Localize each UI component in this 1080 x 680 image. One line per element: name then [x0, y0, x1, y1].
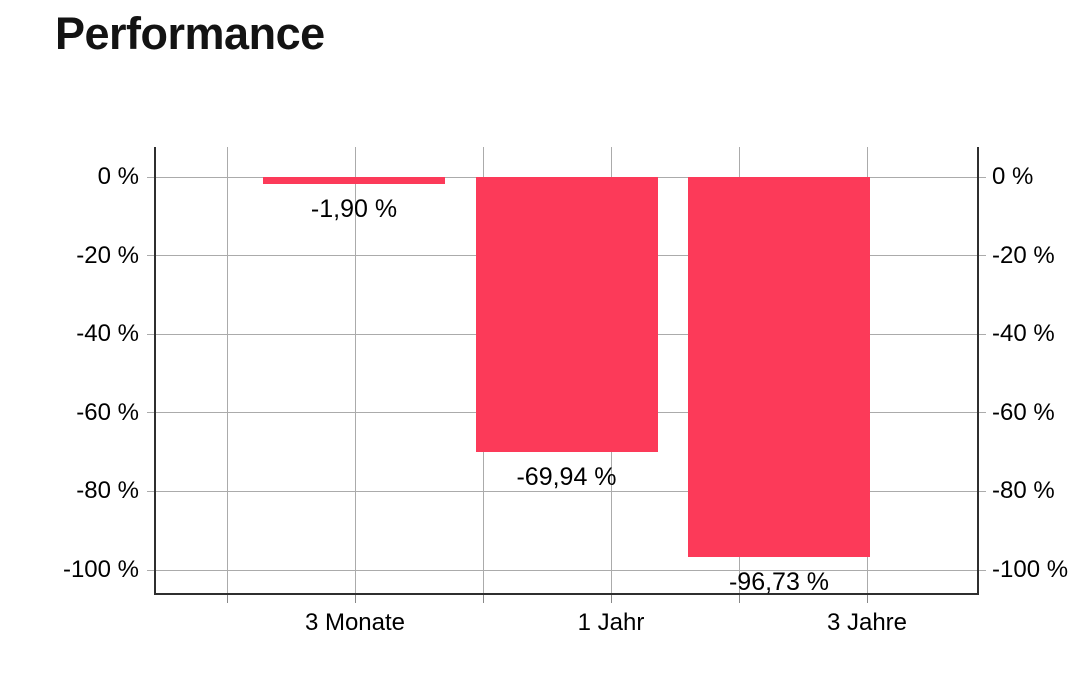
- x-axis-tick: [866, 595, 868, 603]
- y-axis-label-right: -60 %: [992, 398, 1055, 426]
- y-axis-label-right: -20 %: [992, 241, 1055, 269]
- x-axis-bottom: [154, 593, 979, 595]
- y-axis-label-left: 0 %: [97, 163, 139, 190]
- x-axis-tick: [226, 595, 228, 603]
- x-axis-label-3-monate: 3 Monate: [304, 609, 406, 636]
- y-axis-label-left: -20 %: [76, 241, 139, 269]
- bar-value-label-1-jahr: -69,94 %: [516, 462, 617, 491]
- bar-1-jahr: [475, 177, 658, 452]
- y-axis-right: [977, 147, 979, 595]
- bar-value-label-3-monate: -1,90 %: [310, 195, 398, 224]
- y-axis-label-right: -40 %: [992, 320, 1055, 348]
- x-axis-label-1-jahr: 1 Jahr: [577, 609, 645, 636]
- bar-value-label-3-jahre: -96,73 %: [728, 568, 830, 597]
- y-axis-label-left: -100 %: [62, 556, 139, 583]
- bar-3-jahre: [688, 177, 870, 558]
- gridline-vertical: [354, 147, 356, 595]
- plot-area: 0 % 0 % -20 % -20 % -40 % -40 % -60 % -60 % -80 …: [63, 147, 1068, 636]
- gridline-horizontal: [147, 569, 986, 571]
- x-axis-tick: [738, 595, 740, 603]
- y-axis-label-left: -60 %: [76, 398, 139, 426]
- y-axis-label-right: -100 %: [992, 556, 1069, 583]
- gridline-horizontal: [147, 490, 986, 492]
- page-title: Performance: [55, 8, 325, 59]
- x-axis-tick: [482, 595, 484, 603]
- y-axis-label-right: 0 %: [992, 163, 1034, 190]
- gridline-vertical: [226, 147, 228, 595]
- y-axis-left: [154, 147, 156, 595]
- y-axis-label-right: -80 %: [992, 477, 1055, 505]
- bar-3-monate: [263, 177, 445, 185]
- y-axis-label-left: -80 %: [76, 477, 139, 505]
- x-axis-tick: [610, 595, 612, 603]
- x-axis-label-3-jahre: 3 Jahre: [826, 609, 908, 636]
- x-axis-tick: [354, 595, 356, 603]
- y-axis-label-left: -40 %: [76, 320, 139, 348]
